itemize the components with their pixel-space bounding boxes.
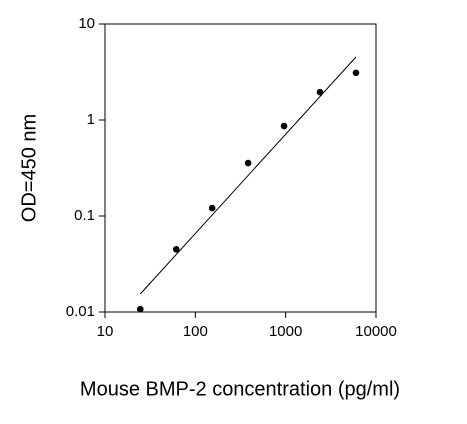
x-axis-label: Mouse BMP-2 concentration (pg/ml) — [80, 378, 400, 400]
data-point — [280, 122, 288, 130]
x-tick-label: 10 — [97, 323, 114, 340]
data-point — [208, 204, 216, 212]
fit-line — [139, 56, 357, 295]
x-tick-label: 10000 — [355, 323, 397, 340]
y-tick-label: 0.1 — [74, 207, 95, 224]
y-axis-label: OD=450 nm — [18, 114, 40, 222]
plot-frame — [104, 23, 377, 313]
data-point — [316, 88, 324, 96]
x-tick-label: 1000 — [269, 323, 302, 340]
y-tick-label: 10 — [78, 15, 95, 32]
data-point — [172, 245, 180, 253]
y-tick-label: 0.01 — [66, 303, 95, 320]
data-point — [244, 159, 252, 167]
x-tick-label: 100 — [183, 323, 208, 340]
y-tick-label: 1 — [87, 111, 95, 128]
data-point — [136, 305, 144, 313]
data-point — [352, 69, 360, 77]
